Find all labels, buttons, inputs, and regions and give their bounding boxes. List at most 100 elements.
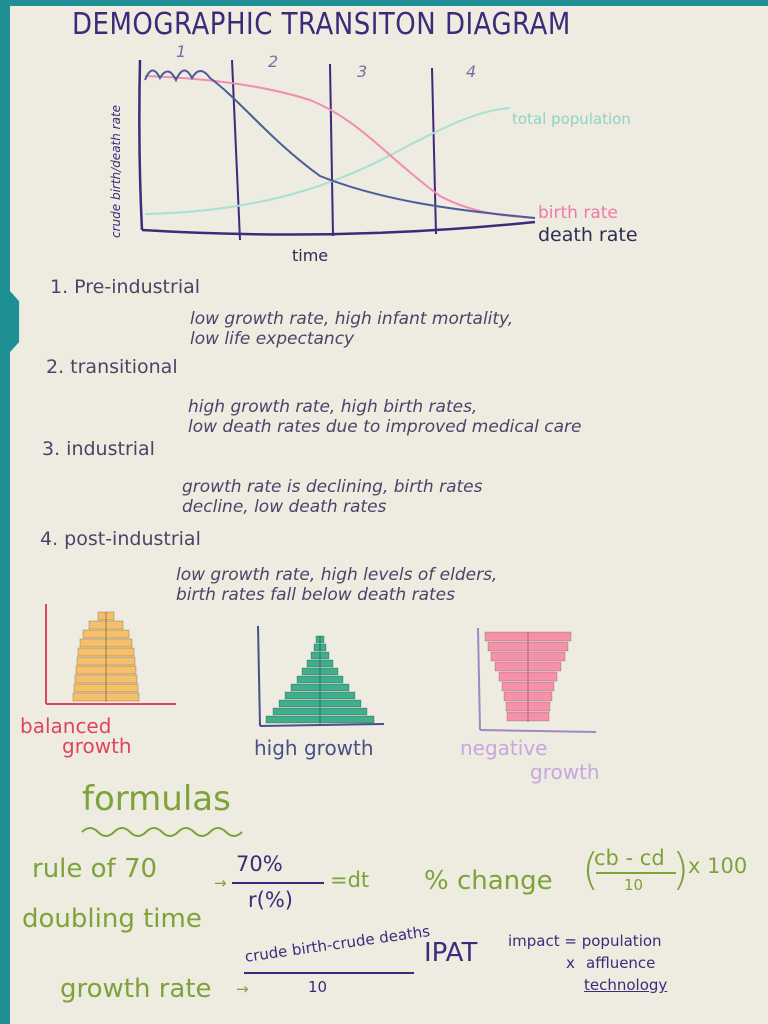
pyramid-negative-growth-bar bbox=[501, 681, 555, 692]
rule-of-70-fraction-bar bbox=[232, 882, 324, 884]
stage-1-heading: 1. Pre-industrial bbox=[50, 276, 201, 298]
open-paren: ( bbox=[582, 844, 600, 895]
stage-4-line-2: birth rates fall below death rates bbox=[176, 584, 455, 605]
stage-4-heading: 4. post-industrial bbox=[40, 528, 201, 550]
page-title: DEMOGRAPHIC TRANSITON DIAGRAM bbox=[72, 7, 571, 43]
stage-4-description: low growth rate, high levels of elders, … bbox=[176, 565, 716, 605]
stage-4-line-1: low growth rate, high levels of elders, bbox=[176, 565, 498, 585]
rule-of-70-result: =dt bbox=[330, 868, 370, 892]
pyramid-negative-growth-bar bbox=[498, 671, 558, 682]
total-population-label: total population bbox=[512, 110, 631, 128]
birth-rate-line bbox=[144, 75, 536, 219]
pyramid-negative-growth bbox=[477, 627, 597, 733]
x-axis-label: time bbox=[292, 246, 329, 265]
stage-divider-3 bbox=[431, 67, 437, 235]
ipat-label: IPAT bbox=[424, 938, 478, 968]
percent-change-denominator: 10 bbox=[624, 876, 644, 894]
ipat-line-3: technology bbox=[584, 976, 668, 994]
stage-number-2: 2 bbox=[268, 52, 279, 71]
pyramid-balanced-bar bbox=[74, 674, 138, 684]
notebook-page bbox=[10, 6, 768, 1024]
pyramid-1-label-line-2: growth bbox=[62, 734, 132, 758]
pyramid-negative-growth-bar bbox=[487, 641, 569, 652]
pyramid-balanced-bar bbox=[97, 611, 115, 621]
pyramid-balanced-bar bbox=[75, 665, 137, 675]
stage-1-line-2: low life expectancy bbox=[190, 328, 355, 349]
pyramid-balanced-bar bbox=[76, 656, 136, 666]
pyramid-3-label-line-1: negative bbox=[460, 736, 548, 760]
growth-rate-fraction-bar bbox=[244, 972, 414, 974]
pyramid-balanced-bar bbox=[79, 638, 133, 648]
stage-number-1: 1 bbox=[176, 42, 187, 61]
pyramid-3-label-line-2: growth bbox=[530, 760, 600, 784]
pyramid-negative-growth-bar bbox=[490, 651, 566, 662]
pyramid-high-growth-bar bbox=[315, 635, 325, 644]
rule-of-70-denominator: r(%) bbox=[248, 888, 293, 912]
total-population-line bbox=[144, 107, 511, 215]
stage-3-description: growth rate is declining, birth rates de… bbox=[182, 477, 722, 517]
pyramid-high-growth-bar bbox=[265, 715, 375, 724]
x-axis bbox=[141, 220, 536, 236]
formulas-underline bbox=[81, 827, 243, 837]
stage-number-3: 3 bbox=[357, 62, 368, 81]
rule-of-70-label: rule of 70 bbox=[32, 854, 158, 884]
percent-change-numerator: cb - cd bbox=[594, 846, 665, 870]
stage-3-heading: 3. industrial bbox=[42, 438, 155, 460]
y-axis bbox=[138, 59, 144, 231]
pyramid-balanced-bar bbox=[88, 620, 124, 630]
stage-3-line-2: decline, low death rates bbox=[182, 496, 387, 517]
pyramid-1-label-line-1: balanced bbox=[20, 714, 112, 738]
stage-1-description: low growth rate, high infant mortality, … bbox=[190, 309, 730, 349]
rule-of-70-numerator: 70% bbox=[236, 852, 283, 876]
stage-3-line-1: growth rate is declining, birth rates bbox=[182, 477, 483, 497]
pyramid-negative-growth-bar bbox=[505, 701, 551, 712]
death-rate-line bbox=[144, 69, 536, 219]
pyramid-high-growth bbox=[257, 625, 385, 727]
pyramid-balanced bbox=[45, 604, 176, 705]
pyramid-high-growth-bar bbox=[272, 707, 368, 716]
stage-divider-2 bbox=[329, 63, 334, 237]
pyramid-high-growth-bar bbox=[290, 683, 350, 692]
percent-change-suffix: x 100 bbox=[688, 854, 748, 878]
pyramid-balanced-bar bbox=[73, 683, 139, 693]
arrow-icon: → bbox=[214, 874, 227, 892]
formulas-heading: formulas bbox=[82, 779, 231, 819]
multiply-sign: x bbox=[566, 954, 575, 972]
close-paren: ) bbox=[672, 844, 690, 895]
ipat-line-2: affluence bbox=[586, 954, 656, 972]
death-rate-label: death rate bbox=[538, 224, 638, 246]
population-pyramids bbox=[45, 604, 597, 733]
pyramid-high-growth-bar bbox=[310, 651, 330, 660]
percent-change-fraction-bar bbox=[596, 872, 676, 874]
pyramid-negative-growth-bar bbox=[506, 711, 550, 722]
arrow-icon-2: → bbox=[236, 980, 249, 998]
growth-rate-label: growth rate bbox=[60, 974, 212, 1004]
pyramid-high-growth-bar bbox=[306, 659, 334, 668]
pyramid-high-growth-bar bbox=[301, 667, 339, 676]
pyramid-balanced-bar bbox=[82, 629, 130, 639]
stage-2-line-1: high growth rate, high birth rates, bbox=[188, 397, 478, 417]
pyramid-negative-growth-bar bbox=[484, 631, 572, 642]
pyramid-balanced-bar bbox=[72, 692, 140, 702]
pyramid-high-growth-bar bbox=[278, 699, 362, 708]
transition-diagram bbox=[138, 59, 536, 241]
percent-change-label: % change bbox=[424, 866, 553, 896]
growth-rate-denominator: 10 bbox=[308, 978, 328, 996]
ipat-line-1: impact = population bbox=[508, 932, 662, 950]
pyramid-high-growth-bar bbox=[284, 691, 356, 700]
stage-2-heading: 2. transitional bbox=[46, 356, 178, 378]
stage-divider-1 bbox=[231, 59, 241, 241]
pyramid-high-growth-bar bbox=[313, 643, 327, 652]
stage-2-description: high growth rate, high birth rates, low … bbox=[188, 397, 728, 437]
stage-2-line-2: low death rates due to improved medical … bbox=[188, 416, 582, 437]
y-axis-label: crude birth/death rate bbox=[109, 104, 123, 238]
stage-1-line-1: low growth rate, high infant mortality, bbox=[190, 309, 514, 329]
pyramid-high-growth-bar bbox=[296, 675, 344, 684]
pyramid-balanced-bar bbox=[77, 647, 135, 657]
birth-rate-label: birth rate bbox=[538, 203, 618, 223]
doubling-time-label: doubling time bbox=[22, 904, 202, 934]
pyramid-2-label: high growth bbox=[254, 736, 374, 760]
stage-number-4: 4 bbox=[466, 62, 477, 81]
pyramid-negative-growth-bar bbox=[503, 691, 553, 702]
pyramid-negative-growth-bar bbox=[494, 661, 562, 672]
